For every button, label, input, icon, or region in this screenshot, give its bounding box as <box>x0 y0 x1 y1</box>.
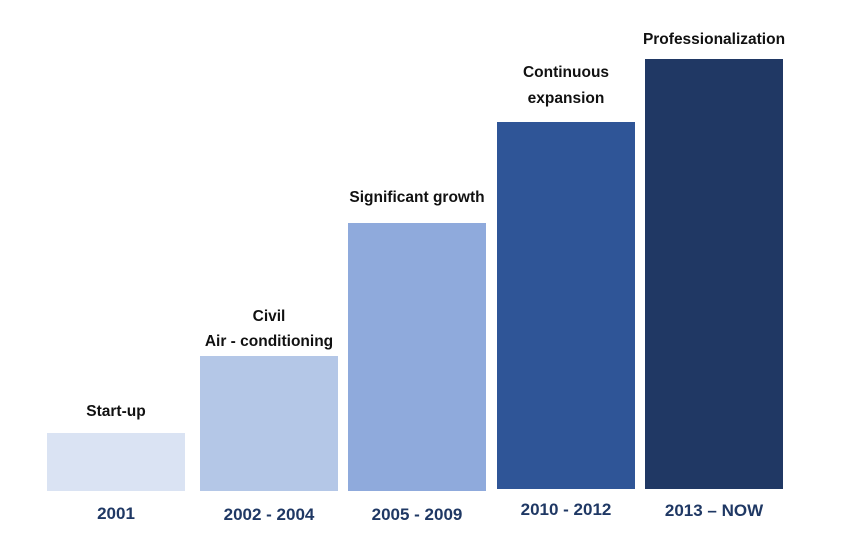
stage-label-3-line-1: Significant growth <box>349 189 484 206</box>
stage-bar-4 <box>497 122 635 489</box>
stage-label-1-line-1: Start-up <box>86 403 145 420</box>
period-label-5: 2013 – NOW <box>665 501 764 520</box>
stage-bar-2 <box>200 356 338 491</box>
period-label-3: 2005 - 2009 <box>372 505 463 524</box>
stage-label-5-line-1: Professionalization <box>643 31 785 48</box>
stage-label-4-line-2: expansion <box>528 90 605 107</box>
stage-bar-1 <box>47 433 185 491</box>
stage-bar-5 <box>645 59 783 489</box>
period-label-4: 2010 - 2012 <box>521 500 612 519</box>
stage-bar-3 <box>348 223 486 491</box>
period-label-1: 2001 <box>97 504 135 523</box>
stage-label-2-line-2: Air - conditioning <box>205 333 333 350</box>
stage-label-4-line-1: Continuous <box>523 64 609 81</box>
period-label-2: 2002 - 2004 <box>224 505 315 524</box>
stage-label-2-line-1: Civil <box>253 308 286 325</box>
